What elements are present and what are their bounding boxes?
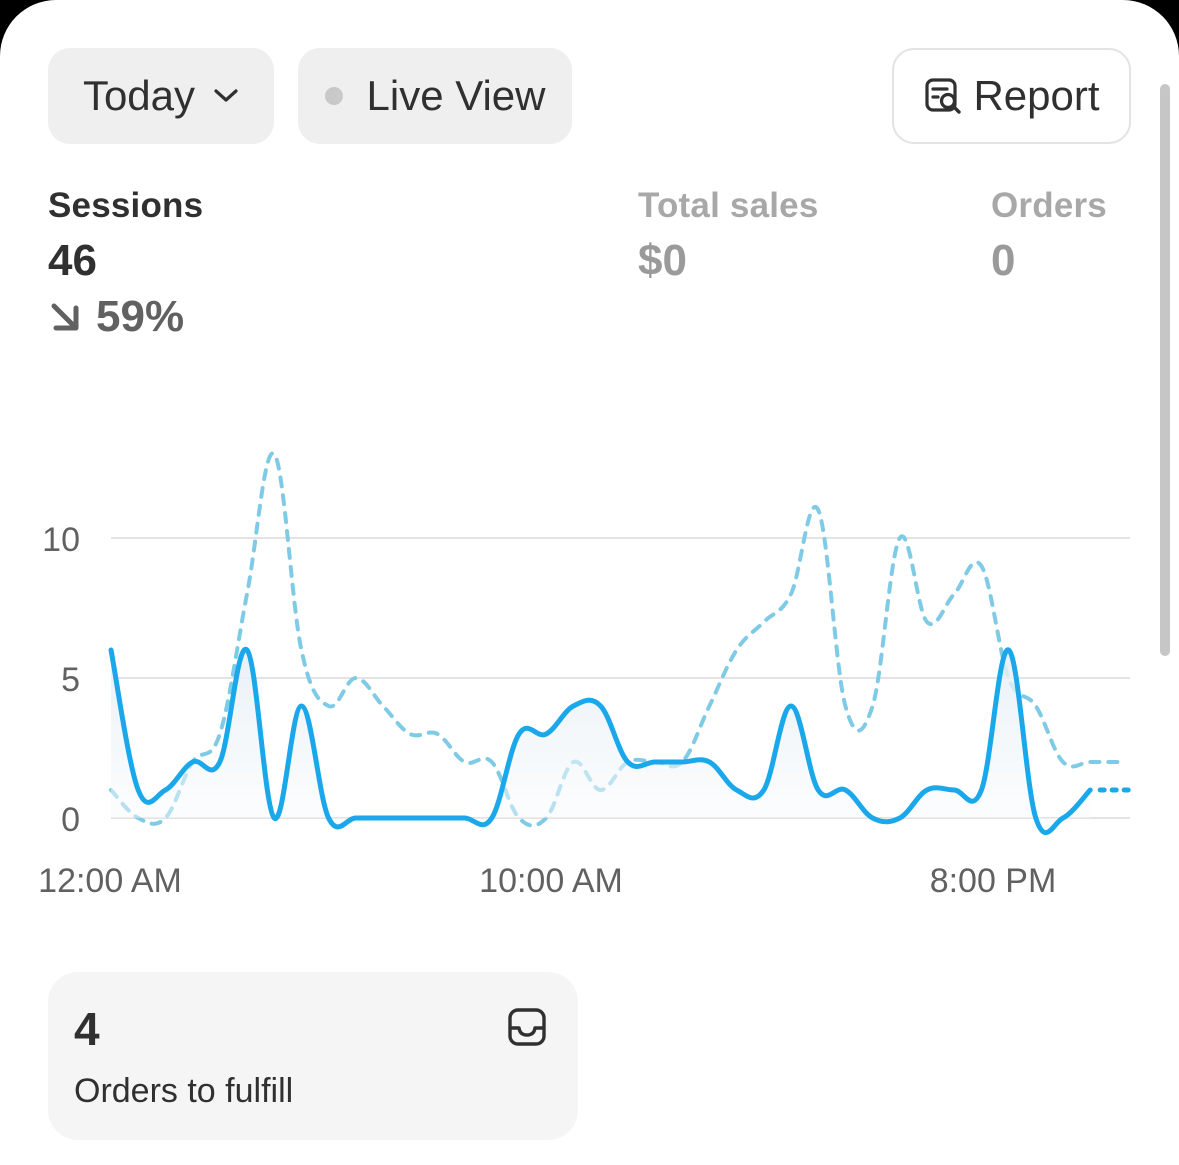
report-button[interactable]: Report (892, 48, 1131, 144)
orders-to-fulfill-card[interactable]: 4 Orders to fulfill (48, 972, 578, 1140)
arrow-down-right-icon (51, 303, 79, 331)
sessions-series-line (108, 647, 1093, 836)
orders-to-fulfill-label: Orders to fulfill (74, 1072, 294, 1110)
sessions-series-area (111, 649, 1091, 833)
orders-value: 0 (991, 236, 1016, 285)
sessions-chart[interactable]: 0 5 10 12:00 AM 10:00 AM 8:00 PM (0, 420, 1179, 920)
date-range-label: Today (82, 72, 196, 119)
sessions-label: Sessions (48, 186, 204, 225)
date-range-dropdown[interactable]: Today (48, 48, 274, 144)
y-tick-label: 5 (61, 661, 80, 699)
total-sales-value: $0 (638, 236, 687, 285)
total-sales-label: Total sales (638, 186, 819, 225)
sessions-metric[interactable]: Sessions 46 59% (48, 186, 203, 342)
orders-label: Orders (991, 186, 1107, 225)
orders-to-fulfill-count: 4 (74, 1003, 100, 1055)
total-sales-metric[interactable]: Total sales $0 (638, 186, 819, 286)
sessions-value: 46 (48, 236, 97, 285)
sessions-change: 59% (48, 292, 203, 342)
live-view-button[interactable]: Live View (298, 48, 572, 144)
report-search-icon (925, 78, 962, 114)
y-tick-label: 10 (42, 521, 80, 559)
live-view-label: Live View (366, 72, 546, 119)
report-label: Report (973, 72, 1100, 119)
x-tick-label: 8:00 PM (930, 862, 1057, 900)
scrollbar[interactable] (1160, 84, 1170, 656)
y-tick-label: 0 (61, 801, 80, 839)
sessions-change-value: 59% (96, 292, 185, 341)
live-status-dot (324, 87, 343, 105)
inbox-icon (508, 1008, 546, 1046)
x-tick-label: 10:00 AM (479, 862, 623, 900)
x-tick-label: 12:00 AM (38, 862, 182, 900)
chevron-down-icon (214, 89, 238, 102)
orders-metric[interactable]: Orders 0 (991, 186, 1107, 286)
